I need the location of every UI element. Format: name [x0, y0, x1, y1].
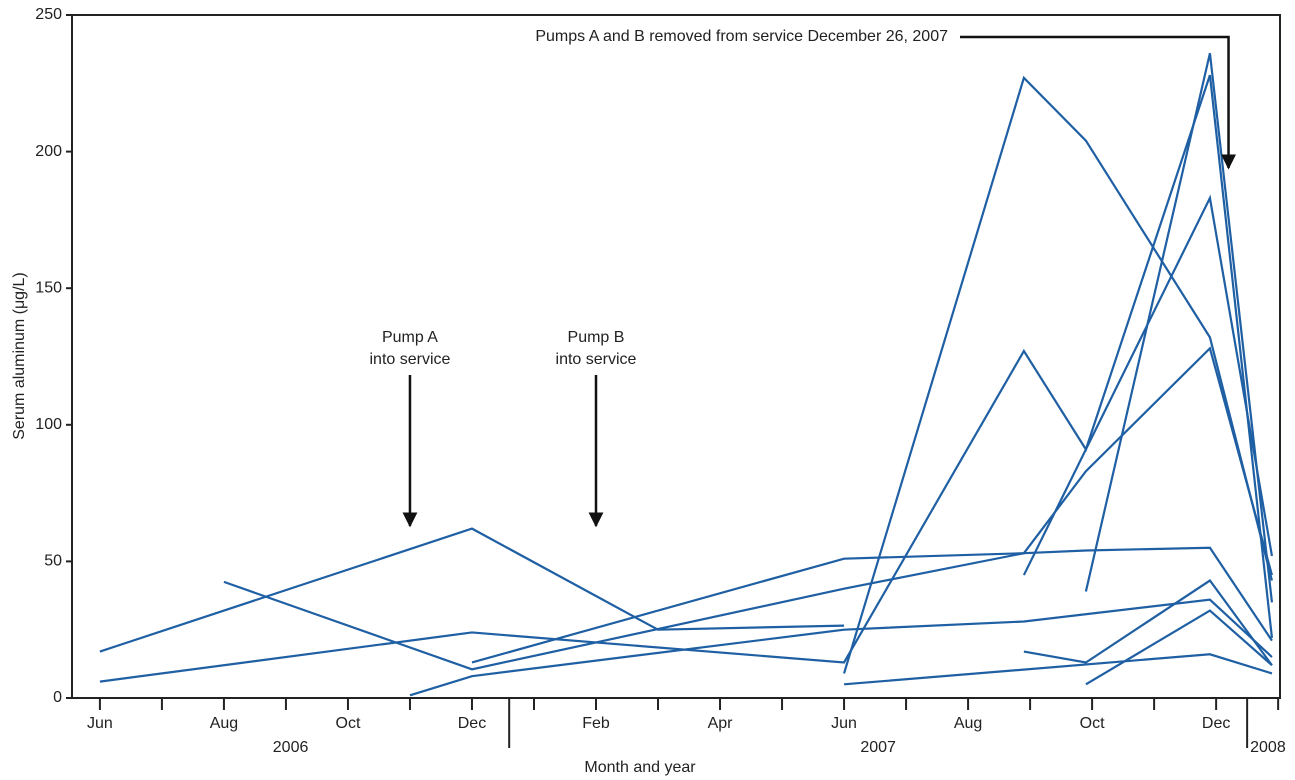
annotation-text: Pump B [568, 329, 625, 346]
data-line [409, 598, 1273, 697]
data-line [99, 527, 845, 653]
year-label: 2008 [1250, 739, 1286, 756]
data-line [471, 546, 1273, 664]
x-tick-label: Jun [831, 715, 857, 732]
x-tick-label: Feb [582, 715, 610, 732]
data-line [1023, 579, 1273, 666]
y-tick-label: 250 [35, 6, 62, 23]
data-line [843, 653, 1273, 686]
data-line [223, 346, 1274, 671]
x-tick-label: Oct [1080, 715, 1105, 732]
y-axis-label: Serum aluminum (μg/L) [11, 272, 28, 440]
data-line [842, 75, 1274, 674]
data-line [1084, 53, 1274, 603]
x-tick-label: Dec [458, 715, 486, 732]
annotation-text: Pumps A and B removed from service Decem… [535, 28, 948, 45]
y-tick-label: 50 [44, 553, 62, 570]
y-tick-label: 150 [35, 279, 62, 296]
x-tick-label: Dec [1202, 715, 1230, 732]
y-tick-label: 100 [35, 416, 62, 433]
y-tick-label: 0 [53, 689, 62, 706]
data-line [1022, 194, 1274, 576]
year-label: 2007 [860, 739, 896, 756]
annotation-arrow [960, 35, 1237, 170]
annotation-text: Pump A [382, 329, 438, 346]
x-tick-label: Apr [708, 715, 734, 732]
annotation-text: into service [370, 351, 451, 368]
axis-frame [71, 14, 1281, 699]
x-axis-label: Month and year [584, 759, 696, 776]
x-tick-label: Oct [336, 715, 361, 732]
data-line [1085, 609, 1273, 686]
data-line [99, 74, 1274, 683]
year-label: 2006 [273, 739, 309, 756]
x-tick-label: Jun [87, 715, 113, 732]
x-tick-label: Aug [954, 715, 982, 732]
annotation-text: into service [556, 351, 637, 368]
y-tick-label: 200 [35, 143, 62, 160]
x-tick-label: Aug [210, 715, 238, 732]
